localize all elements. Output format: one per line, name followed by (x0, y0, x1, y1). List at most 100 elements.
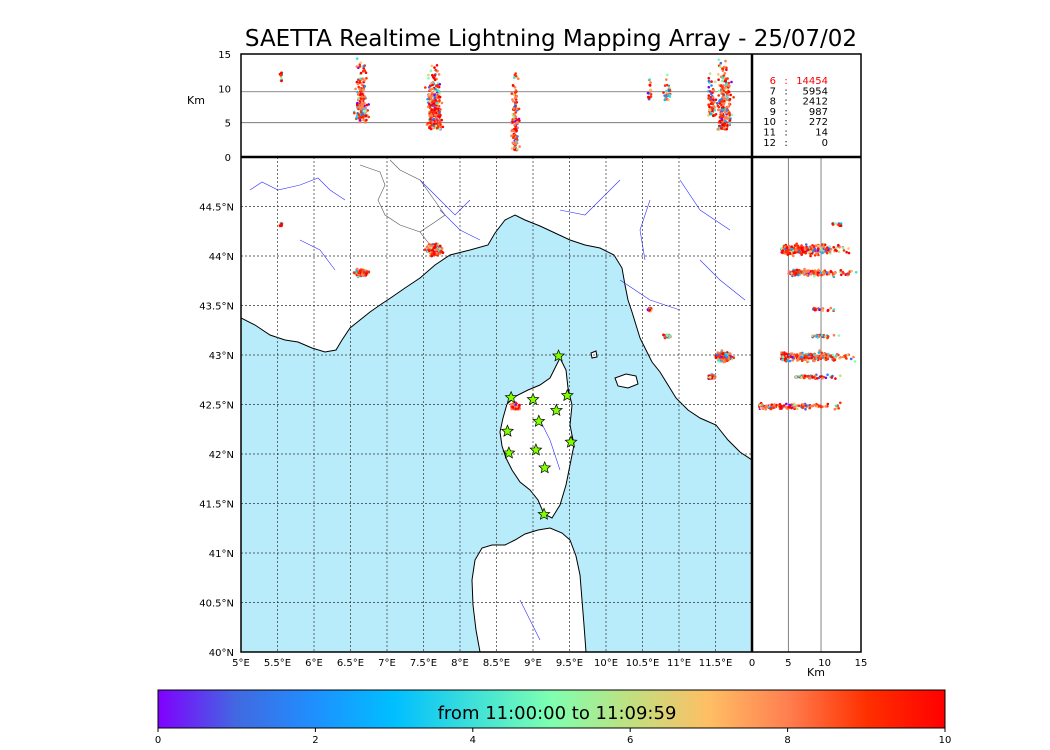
altitude-tick-label: 15 (218, 50, 231, 61)
lightning-source-altitude (721, 76, 724, 79)
lightning-source-side (811, 269, 814, 273)
lightning-source-altitude (727, 105, 730, 108)
lightning-source-altitude (720, 117, 723, 121)
colorbar-bar (157, 689, 946, 729)
lightning-source-side (786, 359, 789, 362)
lightning-source-altitude (707, 85, 711, 89)
lightning-source-altitude (727, 81, 731, 85)
lightning-source-altitude (513, 73, 517, 77)
lightning-source-altitude (435, 126, 439, 130)
lightning-source-side (787, 270, 791, 273)
lightning-source-altitude (361, 69, 365, 73)
lightning-source-side (795, 268, 798, 272)
lightning-source-altitude (728, 122, 731, 125)
lightning-source-side (828, 250, 832, 253)
lightning-source-altitude (426, 121, 430, 125)
lightning-source-side (759, 406, 763, 410)
side-axis-label: Km (807, 666, 825, 679)
lightning-source-map (512, 403, 515, 406)
lightning-source-side (812, 271, 815, 275)
lightning-source-side (790, 406, 793, 410)
station-star (549, 403, 563, 417)
station-count-stations: 11 (763, 128, 776, 139)
lightning-source-side (849, 357, 853, 361)
lightning-source-side (821, 376, 824, 380)
lightning-source-altitude (721, 93, 725, 96)
lightning-source-side (850, 269, 853, 273)
lightning-source-altitude (513, 86, 517, 89)
lightning-source-map (725, 355, 729, 359)
lightning-source-altitude (712, 114, 715, 117)
lightning-source-side (797, 357, 800, 360)
station-count-separator: : (784, 76, 787, 87)
lightning-source-altitude (649, 88, 653, 92)
lightning-source-side (791, 355, 794, 359)
lightning-source-altitude (361, 77, 365, 81)
latitude-tick-label: 42°N (209, 450, 234, 461)
lightning-source-altitude (665, 78, 668, 81)
lightning-source-side (826, 308, 830, 312)
lightning-source-altitude (721, 100, 725, 103)
lightning-source-side (800, 355, 803, 359)
lightning-source-altitude (430, 64, 434, 68)
lightning-source-altitude (428, 100, 432, 103)
lightning-source-altitude (355, 65, 359, 68)
lightning-source-side (824, 335, 827, 338)
lightning-source-side (822, 270, 825, 274)
lightning-source-altitude (724, 90, 728, 94)
lightning-source-map (355, 267, 359, 271)
lightning-source-map (440, 247, 444, 250)
lightning-source-side (794, 354, 798, 358)
station-star (564, 435, 578, 448)
lightning-source-side (794, 375, 798, 379)
lightning-source-side (839, 269, 843, 272)
lightning-source-altitude (711, 96, 715, 99)
lightning-source-altitude (438, 92, 441, 95)
lightning-source-altitude (435, 101, 439, 105)
lightning-source-altitude (723, 97, 726, 101)
lightning-source-side (811, 334, 814, 338)
lightning-source-altitude (362, 88, 365, 91)
lightning-source-altitude (511, 129, 515, 133)
lightning-source-altitude (723, 87, 726, 90)
lightning-source-side (837, 223, 841, 226)
lightning-source-side (817, 244, 820, 248)
lightning-source-side (797, 247, 801, 251)
lightning-source-side (826, 402, 830, 406)
station-count-stations: 9 (770, 107, 776, 118)
lightning-source-altitude (712, 105, 716, 108)
lightning-source-altitude (428, 93, 431, 96)
latitude-tick-label: 40°N (209, 648, 234, 659)
longitude-tick-label: 11°E (667, 658, 691, 669)
lightning-source-altitude (361, 92, 364, 96)
lightning-source-altitude (280, 76, 283, 80)
lightning-source-altitude (514, 101, 517, 104)
lightning-source-altitude (279, 73, 283, 77)
lightning-source-altitude (362, 106, 366, 110)
lightning-source-side (817, 405, 821, 408)
lightning-source-altitude (361, 118, 364, 121)
lightning-source-altitude (510, 147, 514, 150)
lightning-source-side (781, 355, 785, 359)
lightning-source-altitude (427, 73, 430, 77)
lightning-source-side (770, 403, 774, 407)
lightning-source-altitude (427, 86, 431, 89)
lightning-source-side (810, 252, 814, 255)
lightning-source-altitude (357, 91, 361, 95)
lightning-source-altitude (723, 118, 726, 121)
lightning-source-altitude (362, 64, 366, 68)
lightning-source-altitude (518, 119, 521, 123)
lightning-source-side (787, 405, 791, 409)
lightning-source-side (765, 406, 768, 409)
lightning-source-altitude (724, 59, 727, 63)
lightning-source-altitude (280, 79, 283, 83)
lightning-source-altitude (708, 109, 712, 112)
lightning-source-altitude (726, 117, 730, 120)
lightning-source-side (784, 405, 787, 409)
lightning-source-side (805, 270, 808, 274)
lightning-source-side (790, 352, 794, 355)
lightning-source-side (803, 376, 806, 380)
lightning-source-altitude (441, 125, 445, 129)
side-tick-label: 0 (749, 658, 755, 669)
lightning-source-side (820, 333, 824, 337)
